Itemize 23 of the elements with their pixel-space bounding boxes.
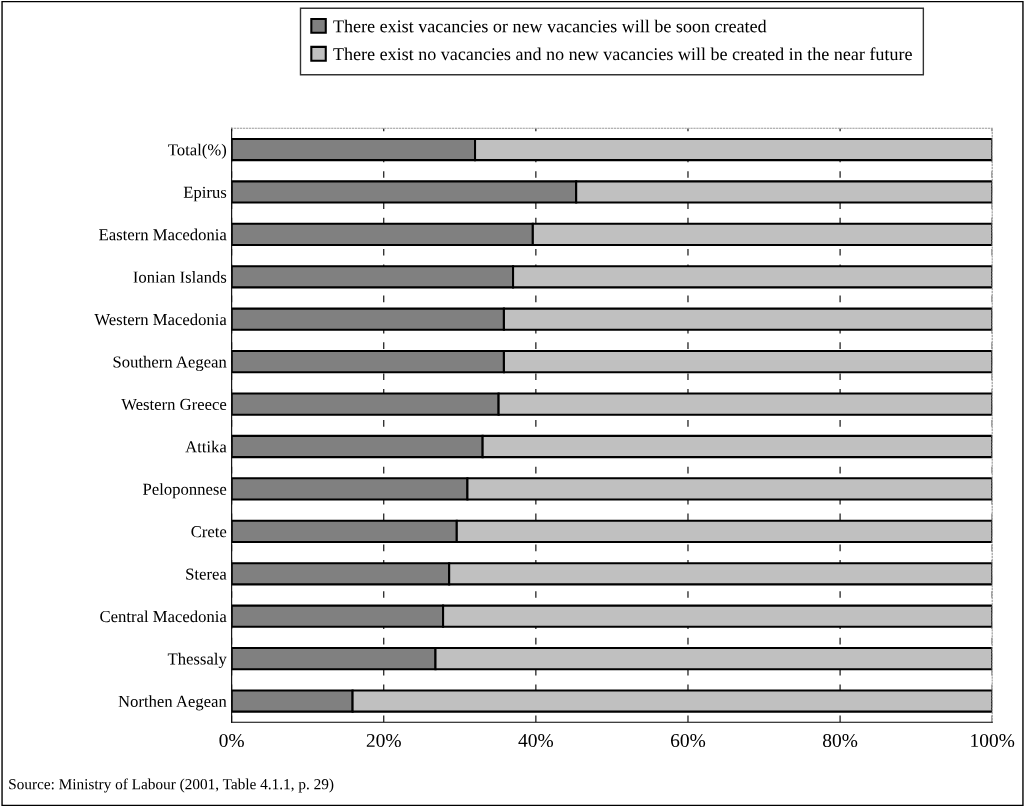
y-tick-label: Attika xyxy=(185,440,227,453)
source-note: Source: Ministry of Labour (2001, Table 4.1.1, p. 29) xyxy=(9,778,334,793)
y-tick-label: Eastern Macedonia xyxy=(99,228,227,241)
x-tick-label: 20% xyxy=(366,733,401,748)
y-tick-label: Peloponnese xyxy=(143,483,227,499)
x-tick-label: 100% xyxy=(971,733,1015,748)
legend-label: There exist no vacancies and no new vacancies will be created in the near future xyxy=(333,47,912,61)
y-tick-label: Crete xyxy=(191,526,227,538)
x-tick-label: 40% xyxy=(518,733,554,748)
y-tick-label: Ionian Islands xyxy=(133,271,227,283)
y-tick-label: Southern Aegean xyxy=(113,355,227,372)
y-tick-label: Western Greece xyxy=(121,398,227,411)
y-tick-label: Thessaly xyxy=(167,652,227,669)
x-tick-label: 80% xyxy=(823,733,858,748)
y-tick-label: Sterea xyxy=(186,568,227,580)
y-tick-label: Western Macedonia xyxy=(94,313,227,326)
y-tick-label: Northen Aegean xyxy=(118,695,227,711)
legend-label: There exist vacancies or new vacancies will be soon created xyxy=(333,19,767,33)
y-tick-label: Central Macedonia xyxy=(100,610,227,623)
x-tick-label: 0% xyxy=(219,733,244,748)
y-tick-label: Epirus xyxy=(183,186,227,202)
y-tick-label: Total(%) xyxy=(168,143,227,159)
x-tick-label: 60% xyxy=(670,733,706,748)
